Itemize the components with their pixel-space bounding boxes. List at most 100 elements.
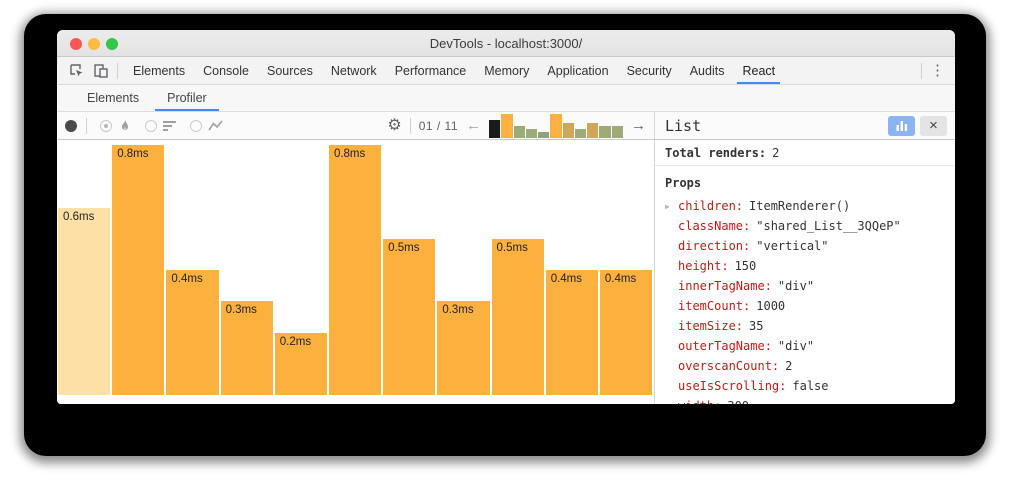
prop-row-outerTagName: outerTagName: "div" [655, 336, 955, 356]
tab-sources[interactable]: Sources [266, 63, 313, 78]
commit-bar-7[interactable]: 0.5ms [383, 238, 436, 395]
commit-bar-11[interactable]: 0.4ms [599, 270, 653, 395]
snapshot-minibar-6[interactable] [550, 113, 562, 138]
prop-row-children: ▶ children: ItemRenderer() [655, 196, 955, 216]
main-tabs: Elements Console Sources Network Performance… [124, 57, 784, 84]
prop-row-useIsScrolling: useIsScrolling: false [655, 376, 955, 396]
tab-audits[interactable]: Audits [689, 63, 725, 78]
commit-bar-9[interactable]: 0.5ms [491, 238, 544, 395]
ranked-radio[interactable] [145, 119, 157, 132]
snapshot-minibar-9[interactable] [587, 122, 599, 138]
prop-key: height: [678, 259, 729, 273]
prop-key: itemSize: [678, 319, 744, 333]
snapshot-minibar-3[interactable] [513, 125, 525, 138]
view-option-flamegraph[interactable] [100, 119, 132, 133]
prop-value: "div" [777, 339, 815, 353]
profiler-content: 0.6ms 0.8ms 0.4ms 0.3ms 0.2ms 0.8ms 0.5ms 0.3ms… [57, 140, 955, 404]
flame-icon [118, 119, 132, 133]
prop-row-overscanCount: overscanCount: 2 [655, 356, 955, 376]
snapshot-minibar-10[interactable] [599, 125, 611, 138]
commit-bar-3[interactable]: 0.4ms [166, 270, 219, 395]
prop-value: 1000 [756, 299, 786, 313]
prop-key: className: [678, 219, 751, 233]
traffic-lights [70, 37, 118, 50]
devtools-window: DevTools - localhost:3000/ [57, 30, 955, 404]
commit-bar-8[interactable]: 0.3ms [437, 301, 490, 395]
window-title: DevTools - localhost:3000/ [429, 35, 583, 51]
snapshot-minibar-4[interactable] [525, 128, 538, 138]
commit-duration-label: 0.5ms [496, 241, 528, 254]
tab-memory[interactable]: Memory [484, 63, 530, 78]
minimize-window-button[interactable] [88, 37, 100, 50]
devtools-tool-icons [63, 57, 124, 84]
close-window-button[interactable] [70, 37, 82, 50]
prop-row-itemCount: itemCount: 1000 [655, 296, 955, 316]
tab-performance[interactable]: Performance [394, 63, 467, 78]
commit-bar-10[interactable]: 0.4ms [545, 270, 598, 395]
record-button[interactable] [65, 119, 77, 132]
commit-duration-label: 0.2ms [279, 335, 312, 348]
snapshot-minibar-1[interactable] [489, 119, 501, 138]
snapshot-minibar-5[interactable] [538, 131, 550, 138]
more-options-icon[interactable]: ⋮ [930, 62, 945, 79]
commit-bar-6[interactable]: 0.8ms [328, 145, 382, 395]
toggle-device-toolbar-icon[interactable] [93, 63, 109, 79]
ranked-chart-icon [163, 120, 177, 132]
interactions-radio[interactable] [190, 119, 202, 132]
subtab-profiler[interactable]: Profiler [153, 85, 221, 111]
prop-value: 150 [734, 259, 757, 273]
commit-bar-2[interactable]: 0.8ms [112, 145, 165, 395]
snapshot-minibar-11[interactable] [611, 125, 623, 138]
prop-value: false [792, 379, 829, 393]
commit-duration-label: 0.8ms [333, 148, 366, 160]
total-renders-value: 2 [772, 145, 780, 160]
view-option-ranked[interactable] [145, 119, 177, 132]
tab-security[interactable]: Security [626, 63, 672, 78]
tab-react[interactable]: React [733, 57, 784, 84]
commit-bars: 0.6ms 0.8ms 0.4ms 0.3ms 0.2ms 0.8ms 0.5ms 0.3ms… [58, 145, 653, 395]
tab-network[interactable]: Network [330, 63, 377, 78]
commit-duration-label: 0.4ms [171, 273, 203, 285]
flamegraph-radio[interactable] [100, 119, 112, 132]
prop-row-width: width: 300 [655, 396, 955, 404]
snapshot-minibar-7[interactable] [562, 122, 574, 138]
snapshot-minibar-2[interactable] [501, 113, 513, 138]
prop-value: 35 [749, 319, 764, 333]
commit-bar-1[interactable]: 0.6ms [58, 207, 111, 395]
commit-bar-4[interactable]: 0.3ms [220, 301, 273, 395]
tab-application[interactable]: Application [547, 63, 609, 78]
commit-duration-label: 0.3ms [442, 304, 474, 317]
close-panel-button[interactable]: × [920, 115, 947, 136]
prop-value: 300 [727, 399, 749, 404]
bar-chart-icon [896, 121, 907, 131]
tab-console[interactable]: Console [203, 63, 249, 78]
tab-elements[interactable]: Elements [133, 63, 186, 78]
prop-key: outerTagName: [678, 339, 772, 353]
next-snapshot-arrow[interactable]: → [631, 117, 646, 134]
total-renders-label: Total renders: [665, 145, 767, 160]
props-heading: Props [665, 176, 702, 190]
prop-value: 2 [785, 359, 793, 373]
divider [117, 62, 118, 79]
details-panel-header: List × [655, 112, 955, 139]
prop-value: ItemRenderer() [749, 199, 851, 213]
expand-triangle-icon[interactable]: ▶ [665, 201, 670, 211]
profiler-toolbar-row: ⚙︎ 01 / 11 ← → List [57, 112, 955, 140]
inspect-element-icon[interactable] [69, 63, 85, 79]
commit-bar-5[interactable]: 0.2ms [274, 332, 327, 395]
subtab-elements[interactable]: Elements [87, 91, 140, 105]
view-option-interactions[interactable] [190, 119, 223, 132]
snapshot-selector-chart[interactable] [489, 113, 623, 138]
divider [921, 62, 922, 79]
prop-value: "shared_List__3QQeP" [756, 219, 901, 233]
prop-value: "div" [777, 279, 815, 293]
commit-duration-chart: 0.6ms 0.8ms 0.4ms 0.3ms 0.2ms 0.8ms 0.5ms 0.3ms… [57, 140, 655, 404]
prop-value: "vertical" [756, 239, 829, 253]
prop-row-innerTagName: innerTagName: "div" [655, 276, 955, 296]
component-render-chart-button[interactable] [888, 115, 915, 136]
prop-row-className: className: "shared_List__3QQeP" [655, 216, 955, 236]
previous-snapshot-arrow[interactable]: ← [466, 117, 481, 134]
snapshot-minibar-8[interactable] [574, 128, 587, 138]
settings-gear-icon[interactable]: ⚙︎ [387, 116, 402, 134]
zoom-window-button[interactable] [106, 37, 118, 50]
